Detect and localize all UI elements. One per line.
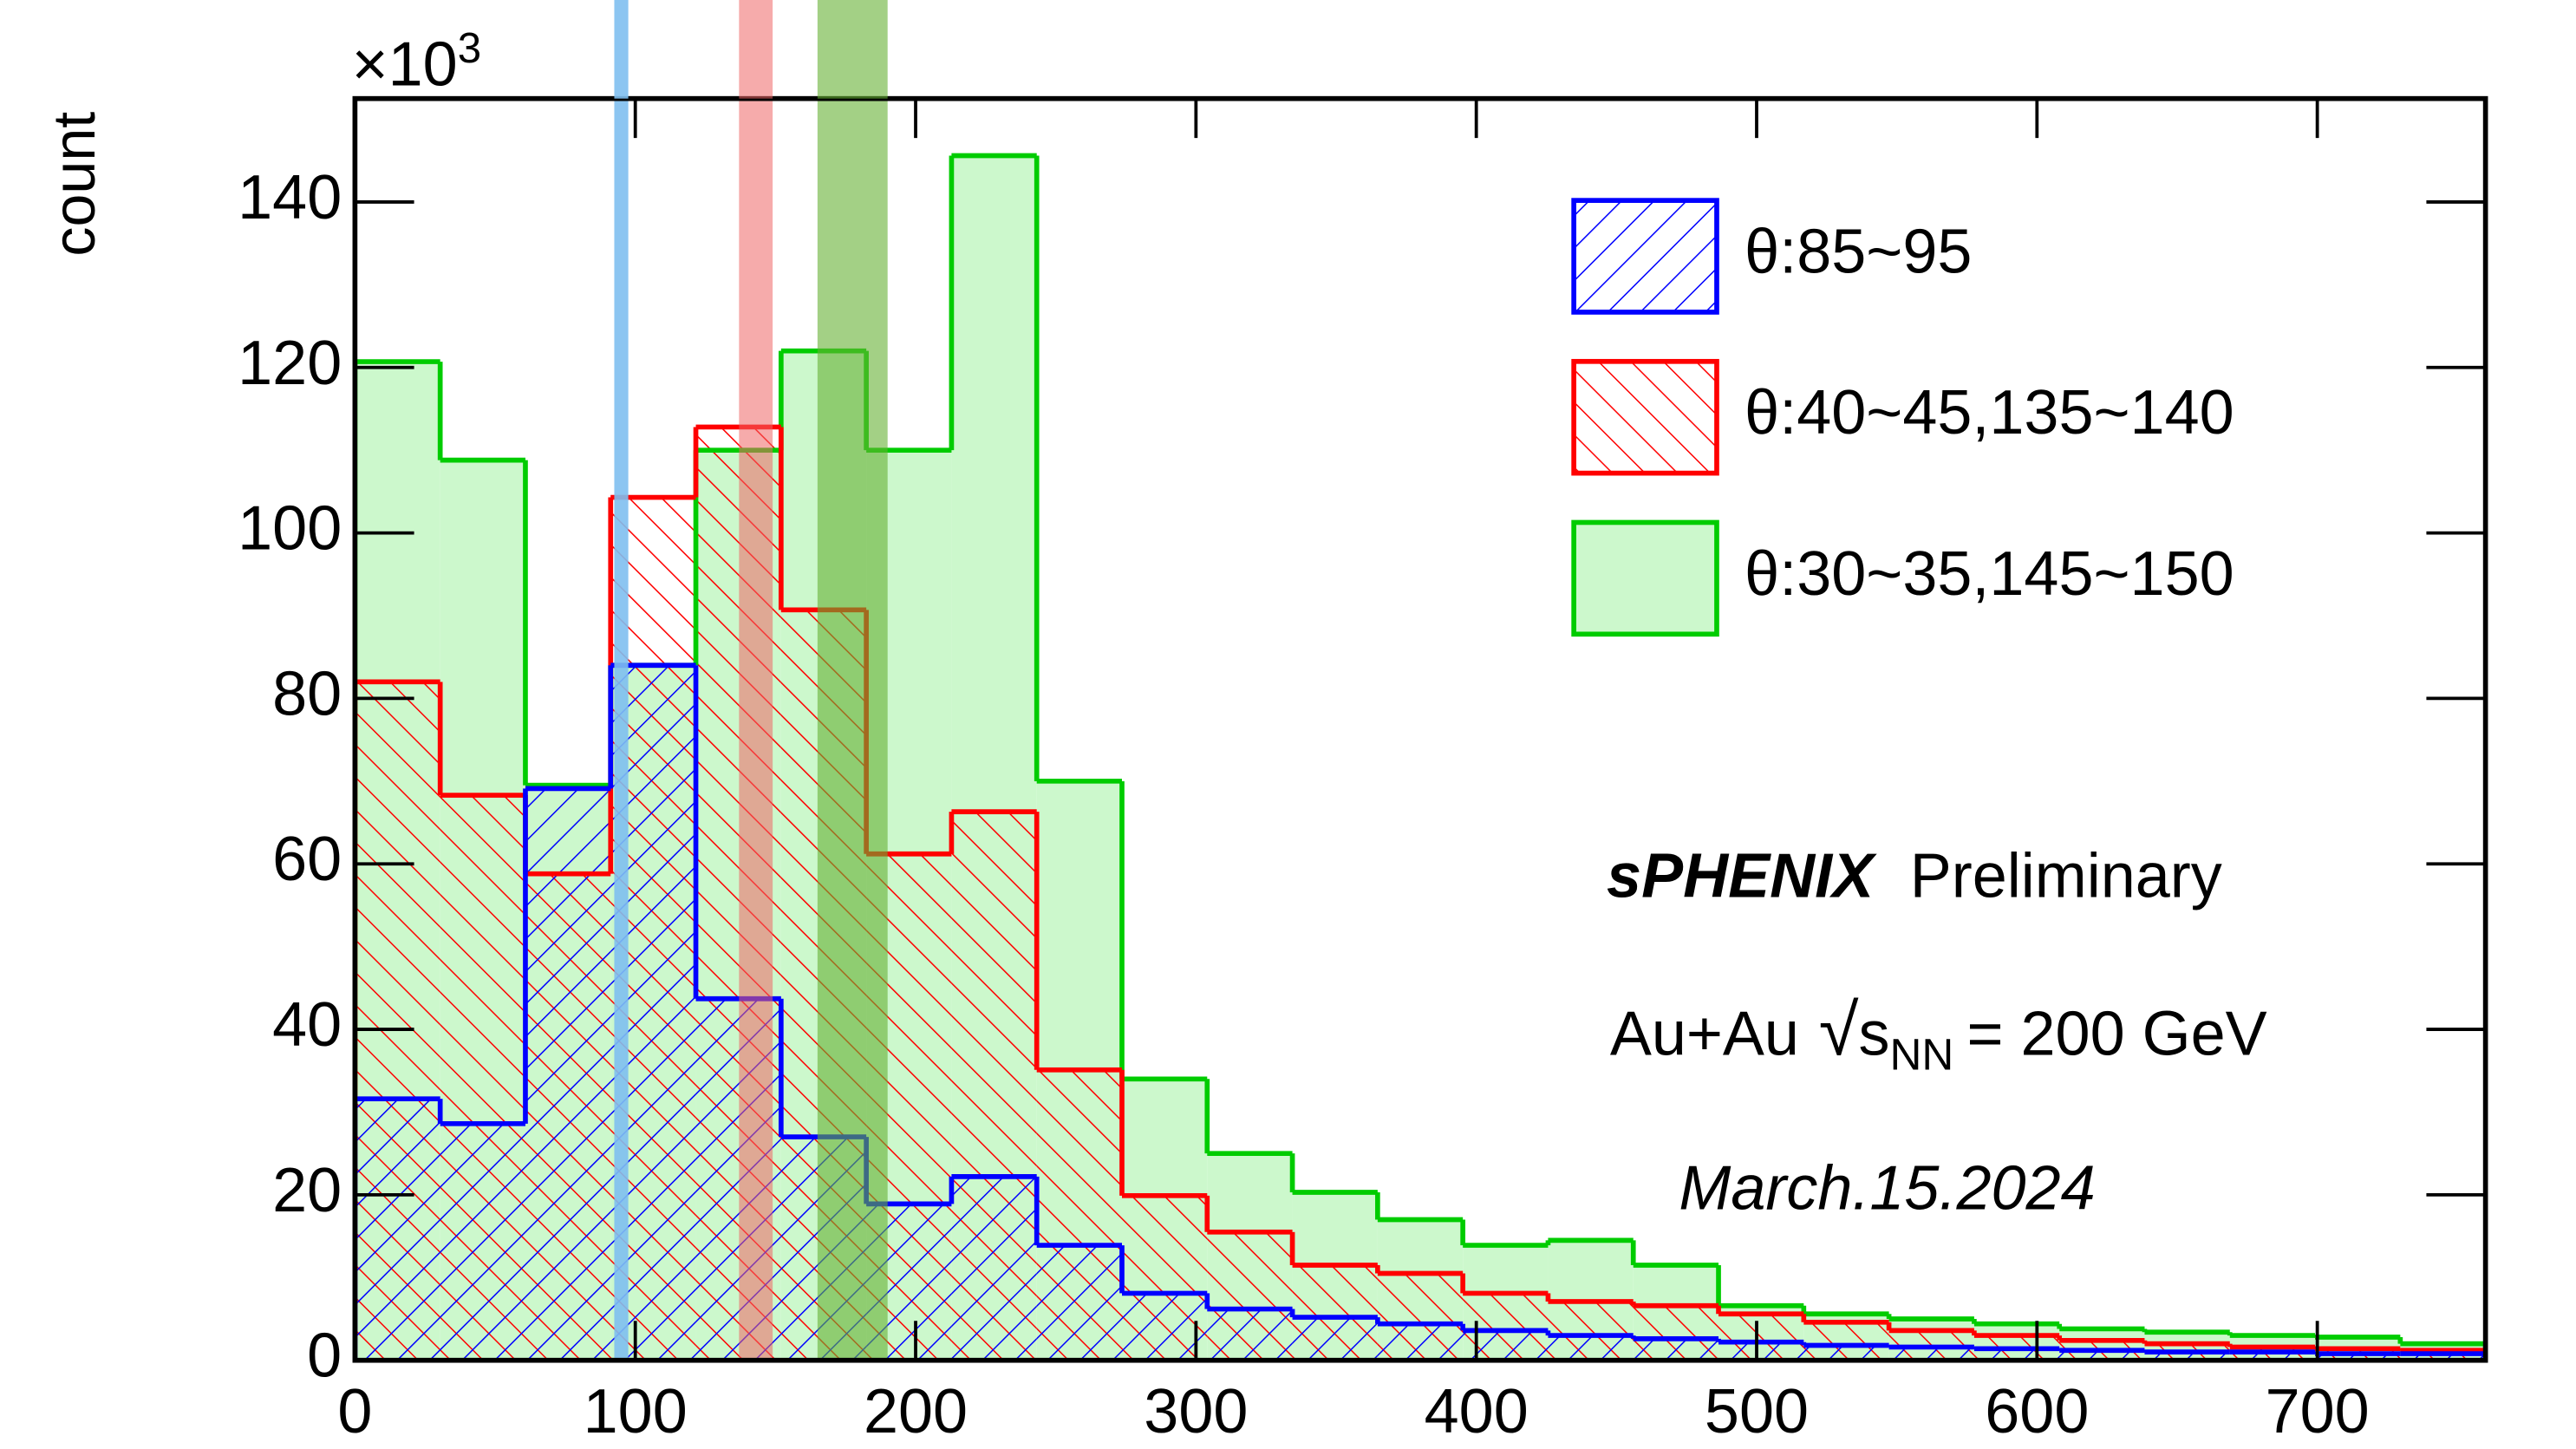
bar <box>1548 1335 1634 1361</box>
x-tick-label: 100 <box>584 1377 688 1446</box>
bar <box>1207 1309 1293 1361</box>
y-tick-label: 40 <box>272 990 342 1060</box>
status-label: Preliminary <box>1910 841 2222 911</box>
y-tick-label: 120 <box>238 329 342 398</box>
bar <box>1633 1338 1719 1361</box>
y-axis-label: count <box>42 112 108 257</box>
bar <box>2400 1354 2486 1361</box>
highlight-band-top <box>817 0 888 99</box>
y-multiplier: ×103 <box>352 24 481 100</box>
y-multiplier-base: ×10 <box>352 30 458 100</box>
energy-subscript: NN <box>1889 1029 1953 1079</box>
energy-symbol: s <box>1858 999 1889 1068</box>
x-tick-label: 400 <box>1425 1377 1529 1446</box>
bar <box>1803 1345 1889 1361</box>
x-tick-label: 300 <box>1144 1377 1248 1446</box>
y-tick-label: 100 <box>238 494 342 564</box>
highlight-band-top <box>614 0 629 99</box>
energy-label: Au+Au √sNN = 200 GeV <box>1610 989 2267 1079</box>
bar <box>1888 1347 1974 1361</box>
bar <box>2059 1350 2145 1361</box>
bar <box>355 1099 440 1361</box>
bar <box>525 788 611 1361</box>
legend: θ:85~95 θ:40~45,135~140 θ:30~35,145~150 <box>1571 198 2234 637</box>
frame <box>352 95 2488 1363</box>
date-label: March.15.2024 <box>1679 1153 2095 1223</box>
highlight-band <box>614 98 629 1361</box>
series-group <box>355 665 2486 1361</box>
y-multiplier-exponent: 3 <box>458 24 481 72</box>
highlight-band-top <box>739 0 773 99</box>
y-tick-label: 140 <box>238 163 342 232</box>
bar <box>440 1123 525 1361</box>
x-tick-label: 0 <box>337 1377 372 1446</box>
x-tick-label: 700 <box>2266 1377 2370 1446</box>
bar <box>1718 1341 1804 1361</box>
legend-label: θ:30~35,145~150 <box>1745 539 2234 609</box>
legend-label: θ:40~45,135~140 <box>1745 378 2234 447</box>
x-tick-label: 600 <box>1985 1377 2089 1446</box>
bar <box>1121 1293 1208 1361</box>
experiment-label: sPHENIX Preliminary <box>1607 841 2222 911</box>
legend-swatch <box>1571 198 1719 315</box>
experiment-name: sPHENIX <box>1607 841 1877 911</box>
legend-swatch <box>1571 519 1719 637</box>
plot-area <box>355 98 2486 1361</box>
x-tick-label: 500 <box>1705 1377 1809 1446</box>
y-tick-label: 20 <box>272 1156 342 1225</box>
bar <box>1292 1317 1378 1361</box>
axes: 0 20 40 60 80 100 120 140 0 100 200 300 400 500 600 700 <box>238 95 2488 1446</box>
y-tick-label: 80 <box>272 659 342 728</box>
bar <box>2144 1352 2230 1361</box>
bar <box>2229 1352 2316 1361</box>
energy-value: = 200 GeV <box>1966 999 2266 1068</box>
x-tick-label: 200 <box>864 1377 968 1446</box>
legend-swatch <box>1571 358 1719 476</box>
legend-label: θ:85~95 <box>1745 218 1972 287</box>
bar <box>951 1176 1037 1361</box>
bar <box>2315 1354 2401 1361</box>
bar <box>1036 1245 1122 1361</box>
bar <box>1377 1323 1464 1361</box>
highlight-band <box>817 98 888 1361</box>
highlight-band <box>739 98 773 1361</box>
y-tick-label: 60 <box>272 825 342 894</box>
y-tick-label: 0 <box>307 1322 342 1391</box>
system-label: Au+Au <box>1610 999 1799 1068</box>
